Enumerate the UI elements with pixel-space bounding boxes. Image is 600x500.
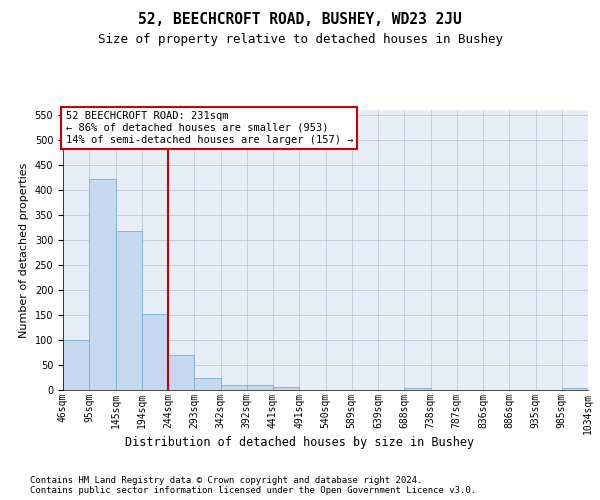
Text: Distribution of detached houses by size in Bushey: Distribution of detached houses by size … [125,436,475,449]
Bar [142,314,168,390]
Text: Contains HM Land Registry data © Crown copyright and database right 2024.
Contai: Contains HM Land Registry data © Crown c… [30,476,476,495]
Bar [562,388,588,390]
Text: Size of property relative to detached houses in Bushey: Size of property relative to detached ho… [97,32,503,46]
Bar [115,231,142,390]
Bar [404,388,431,390]
Y-axis label: Number of detached properties: Number of detached properties [19,162,29,338]
Bar [273,387,299,390]
Bar [168,355,194,390]
Bar [89,179,115,390]
Text: 52, BEECHCROFT ROAD, BUSHEY, WD23 2JU: 52, BEECHCROFT ROAD, BUSHEY, WD23 2JU [138,12,462,28]
Bar [194,378,221,390]
Bar [221,384,247,390]
Bar [63,340,89,390]
Bar [247,384,273,390]
Text: 52 BEECHCROFT ROAD: 231sqm
← 86% of detached houses are smaller (953)
14% of sem: 52 BEECHCROFT ROAD: 231sqm ← 86% of deta… [65,112,353,144]
